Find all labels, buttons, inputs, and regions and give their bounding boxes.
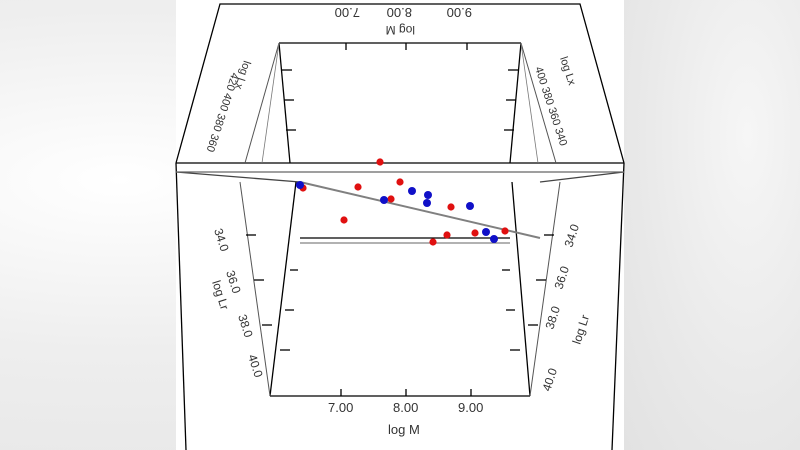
axis-labels: 7.00 8.00 9.00 log M 9.00 8.00 7.00 log … <box>204 5 593 437</box>
top-x-axis-title: log M <box>386 23 415 37</box>
data-point-red <box>387 195 395 203</box>
data-point-blue <box>482 228 490 236</box>
x-tick-7: 7.00 <box>328 400 353 415</box>
right-z-axis-title: log Lx <box>557 55 578 87</box>
x-tick-9: 9.00 <box>458 400 483 415</box>
data-point-blue <box>424 191 432 199</box>
bottom-plane <box>239 181 561 397</box>
data-point-red <box>429 238 437 246</box>
x-tick-8: 8.00 <box>393 400 418 415</box>
left-y-tick-38: 38.0 <box>235 313 256 340</box>
data-point-red <box>340 216 348 224</box>
right-y-tick-34: 34.0 <box>562 222 583 249</box>
data-point-red <box>443 231 451 239</box>
top-x-tick-7: 7.00 <box>335 5 360 20</box>
data-point-blue <box>423 199 431 207</box>
right-y-tick-40: 40.0 <box>540 366 561 393</box>
data-point-red <box>471 229 479 237</box>
data-point-blue <box>466 202 474 210</box>
data-point-red <box>376 158 384 166</box>
top-x-tick-9: 9.00 <box>447 5 472 20</box>
outer-frame <box>175 3 625 450</box>
top-x-tick-8: 8.00 <box>387 5 412 20</box>
left-y-tick-36: 36.0 <box>223 269 244 296</box>
data-points <box>296 158 509 246</box>
right-y-tick-36: 36.0 <box>552 264 573 291</box>
data-point-blue <box>380 196 388 204</box>
right-y-tick-38: 38.0 <box>543 304 564 331</box>
x-axis-title: log M <box>388 422 420 437</box>
data-point-red <box>354 183 362 191</box>
data-point-red <box>447 203 455 211</box>
data-point-blue <box>408 187 416 195</box>
data-point-blue <box>490 235 498 243</box>
data-point-red <box>396 178 404 186</box>
top-plane <box>244 42 557 164</box>
data-point-blue <box>296 181 304 189</box>
fit-line <box>299 181 541 239</box>
right-y-axis-title: log Lr <box>570 313 593 346</box>
background-right <box>624 0 800 450</box>
left-y-tick-40: 40.0 <box>245 353 266 380</box>
left-y-tick-34: 34.0 <box>211 227 232 254</box>
plot-area <box>176 0 624 450</box>
data-point-red <box>501 227 509 235</box>
